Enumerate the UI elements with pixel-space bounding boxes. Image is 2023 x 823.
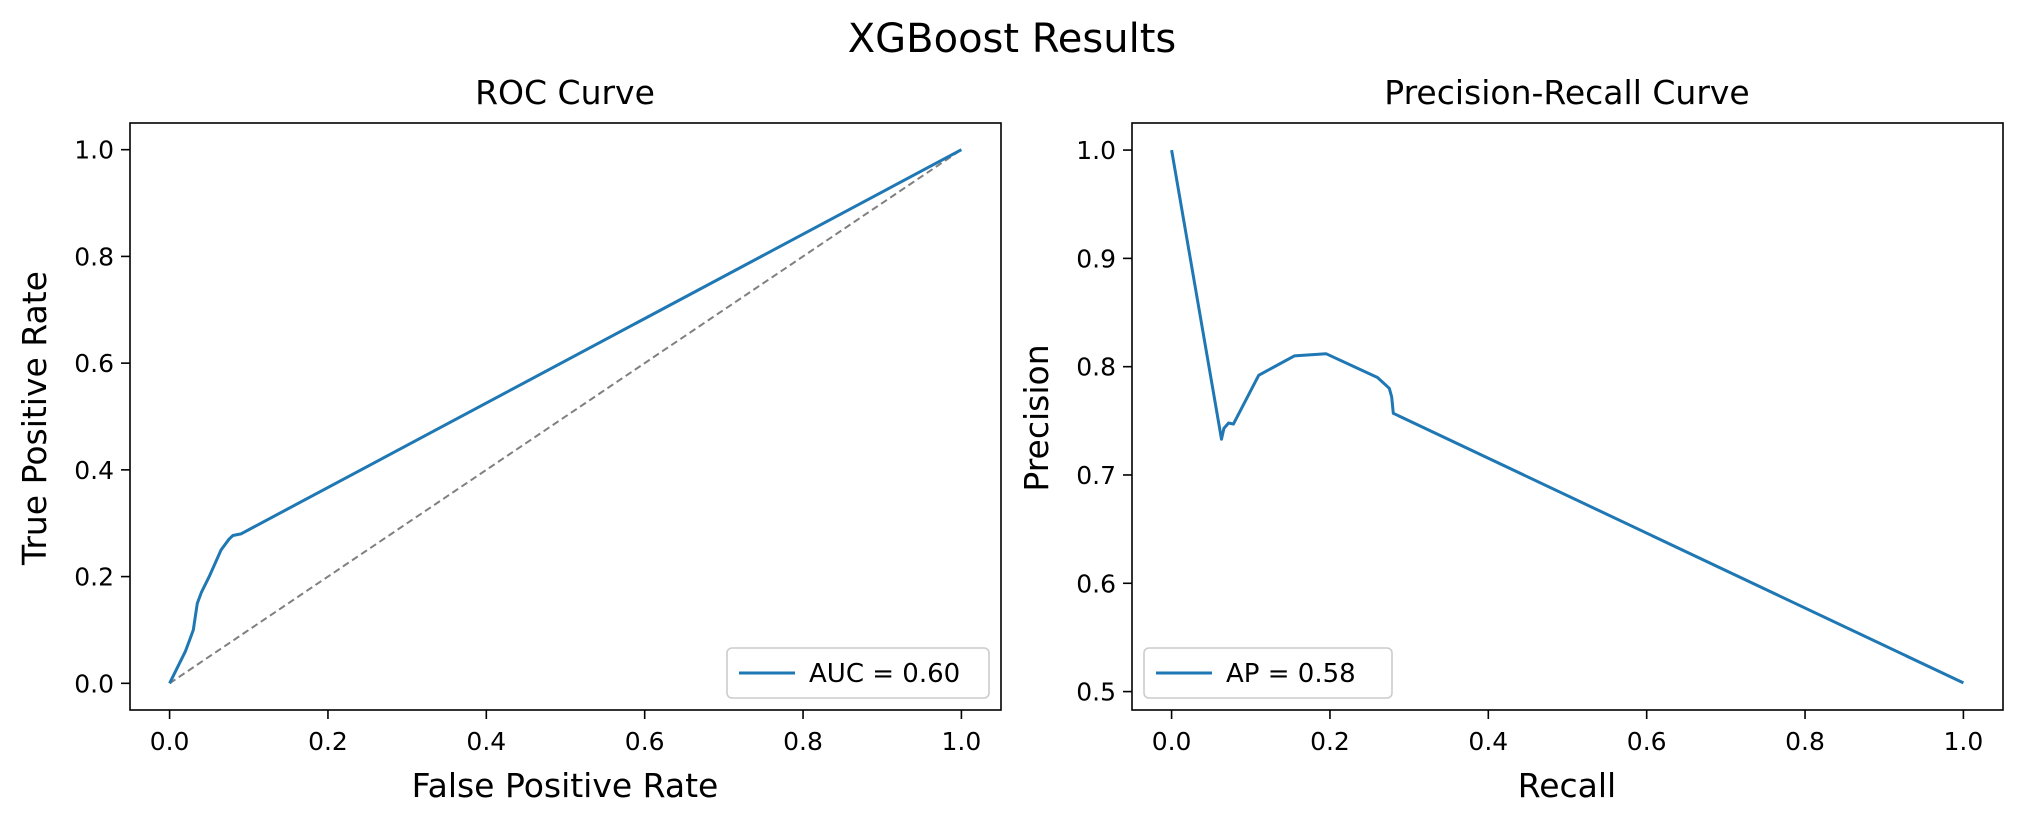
pr-legend-box: [1143, 647, 1393, 699]
pr-y-tick-label: 0.7: [1076, 461, 1116, 490]
pr-chart: Precision-Recall Curve Recall Precision …: [1017, 73, 2004, 805]
pr-chart-title: Precision-Recall Curve: [1384, 73, 1749, 112]
roc-series-line: [168, 148, 963, 684]
roc-x-tick-label: 0.0: [150, 727, 190, 756]
pr-series-line: [1170, 149, 1965, 685]
pr-legend-label: AP = 0.58: [1226, 659, 1356, 689]
roc-legend-label: AUC = 0.60: [809, 659, 960, 689]
pr-y-tick-label: 0.9: [1076, 244, 1116, 273]
pr-y-tick-label: 0.5: [1076, 678, 1116, 707]
pr-x-tick-label: 0.4: [1468, 727, 1508, 756]
pr-plot-frame: [1131, 122, 2004, 711]
roc-plot-frame: [129, 122, 1002, 711]
roc-x-tick-label: 0.4: [466, 727, 506, 756]
roc-y-tick-label: 0.8: [74, 242, 114, 271]
pr-x-axis-label: Recall: [1518, 766, 1616, 805]
roc-y-tick-label: 0.6: [74, 349, 114, 378]
pr-legend: AP = 0.58: [1143, 647, 1393, 699]
figure-title: XGBoost Results: [848, 16, 1176, 62]
pr-x-tick-label: 0.0: [1152, 727, 1192, 756]
roc-y-tick-label: 1.0: [74, 136, 114, 165]
roc-x-tick-label: 0.6: [625, 727, 665, 756]
pr-y-tick-label: 1.0: [1076, 136, 1116, 165]
roc-reference-line: [169, 148, 962, 685]
roc-x-tick-label: 0.8: [783, 727, 823, 756]
pr-y-tick-label: 0.6: [1076, 569, 1116, 598]
roc-y-tick-label: 0.4: [74, 456, 114, 485]
roc-chart-title: ROC Curve: [475, 73, 655, 112]
pr-x-tick-label: 1.0: [1944, 727, 1984, 756]
pr-x-tick-label: 0.8: [1785, 727, 1825, 756]
roc-x-tick-label: 1.0: [942, 727, 982, 756]
roc-legend: AUC = 0.60: [726, 647, 990, 699]
pr-x-tick-label: 0.2: [1310, 727, 1350, 756]
pr-y-tick-label: 0.8: [1076, 353, 1116, 382]
roc-y-tick-label: 0.0: [74, 669, 114, 698]
roc-y-tick-label: 0.2: [74, 563, 114, 592]
roc-x-tick-label: 0.2: [308, 727, 348, 756]
roc-chart: ROC Curve False Positive Rate True Posit…: [15, 73, 1002, 805]
pr-y-axis-label: Precision: [1017, 344, 1056, 491]
roc-legend-box: [726, 647, 990, 699]
roc-y-axis-label: True Positive Rate: [15, 271, 54, 566]
pr-x-tick-label: 0.6: [1627, 727, 1667, 756]
roc-x-axis-label: False Positive Rate: [412, 766, 719, 805]
